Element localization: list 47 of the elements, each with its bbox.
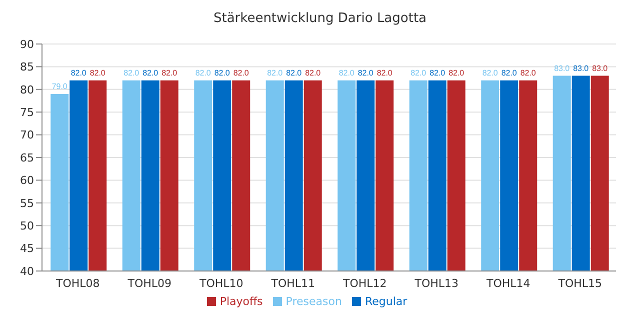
y-tick-label: 60: [20, 174, 34, 188]
data-label: 83.0: [554, 64, 570, 73]
data-label: 82.0: [214, 68, 230, 78]
y-tick-label: 80: [20, 83, 34, 96]
data-label: 79.0: [52, 82, 68, 91]
data-label: 83.0: [592, 64, 608, 73]
data-label: 82.0: [520, 68, 536, 78]
legend-label: Preseason: [286, 295, 342, 308]
data-label: 82.0: [448, 68, 465, 78]
data-label: 82.0: [482, 68, 498, 78]
y-tick-label: 85: [20, 60, 34, 74]
data-label: 82.0: [338, 68, 355, 78]
data-label: 82.0: [90, 68, 106, 78]
x-tick-label: TOHL13: [414, 276, 459, 290]
data-label: 83.0: [573, 64, 590, 73]
x-tick-label: TOHL11: [270, 276, 316, 290]
y-tick-label: 70: [20, 128, 34, 142]
data-label: 82.0: [195, 68, 212, 78]
y-tick-label: 40: [20, 264, 34, 278]
data-label: 82.0: [162, 68, 178, 78]
x-tick-label: TOHL10: [198, 276, 244, 290]
y-tick-label: 50: [20, 220, 34, 233]
data-label: 82.0: [267, 68, 284, 78]
x-tick-label: TOHL09: [126, 276, 172, 290]
data-label: 82.0: [410, 68, 427, 78]
data-label: 82.0: [124, 68, 140, 78]
y-tick-label: 90: [20, 38, 34, 51]
data-label: 82.0: [286, 68, 302, 78]
y-tick-label: 45: [20, 242, 34, 256]
legend-label: Playoffs: [220, 295, 263, 308]
data-label: 82.0: [70, 68, 87, 78]
x-tick-label: TOHL14: [485, 276, 530, 290]
legend-label: Regular: [364, 295, 408, 308]
y-tick-label: 55: [20, 196, 34, 210]
data-label: 82.0: [233, 68, 250, 78]
data-label: 82.0: [305, 68, 322, 78]
y-tick-label: 65: [20, 151, 34, 164]
x-tick-label: TOHL15: [557, 276, 602, 290]
data-label: 82.0: [358, 68, 374, 78]
x-tick-label: TOHL12: [342, 276, 387, 290]
x-tick-label: TOHL08: [54, 276, 100, 290]
y-tick-label: 75: [20, 106, 34, 120]
chart-title: Stärkeentwicklung Dario Lagotta: [212, 10, 428, 28]
data-label: 82.0: [142, 68, 159, 78]
data-label: 82.0: [430, 68, 446, 78]
data-label: 82.0: [501, 68, 518, 78]
data-label: 82.0: [376, 68, 393, 78]
